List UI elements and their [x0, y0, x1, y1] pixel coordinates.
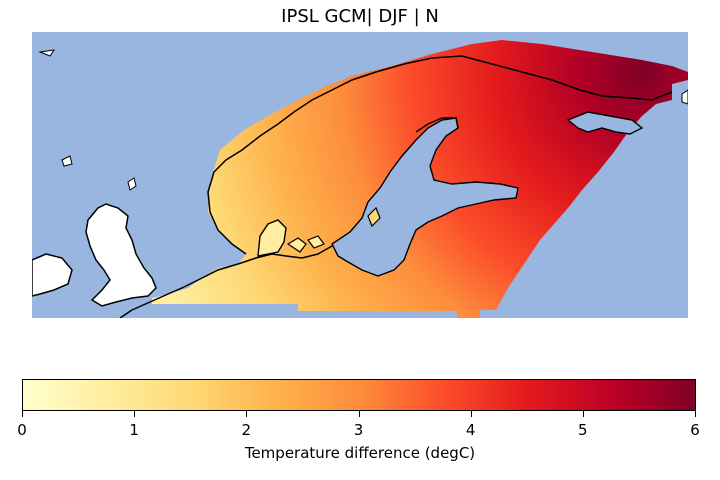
map-panel — [32, 32, 688, 318]
svalbard-fragment — [38, 49, 56, 57]
colorbar-tick-label: 1 — [129, 421, 139, 439]
colorbar — [22, 379, 696, 411]
map-svg — [32, 40, 688, 318]
colorbar-tick-label: 2 — [241, 421, 252, 439]
great-britain — [85, 203, 157, 307]
danish-islands — [286, 235, 325, 253]
faroe-islands — [61, 155, 73, 167]
novaya-zemlya-fragment — [681, 89, 688, 105]
gulf-of-bothnia-shore — [415, 117, 459, 133]
denmark — [257, 219, 287, 257]
baltic-sea — [331, 117, 519, 277]
colorbar-tick — [134, 411, 136, 417]
colorbar-tick — [22, 411, 23, 417]
map-title: IPSL GCM| DJF | N — [281, 6, 439, 27]
colorbar-tick-label: 5 — [578, 421, 588, 439]
colorbar-tick-label: 6 — [690, 421, 700, 439]
colorbar-tick — [695, 411, 696, 417]
gotland — [367, 206, 381, 228]
colorbar-tick-label: 3 — [353, 421, 364, 439]
colorbar-label: Temperature difference (degC) — [244, 444, 476, 462]
colorbar-tick — [470, 411, 472, 417]
white-sea — [566, 111, 644, 135]
continent-coastline — [119, 245, 333, 318]
colorbar-tick — [246, 411, 248, 417]
colorbar-tick-label: 4 — [465, 421, 476, 439]
colorbar-tick — [358, 411, 360, 417]
scandinavia-coastline — [207, 55, 673, 255]
ireland — [32, 253, 73, 297]
colorbar-tick-label: 0 — [17, 421, 27, 439]
colorbar-tick — [582, 411, 584, 417]
shetland-islands — [127, 177, 137, 191]
